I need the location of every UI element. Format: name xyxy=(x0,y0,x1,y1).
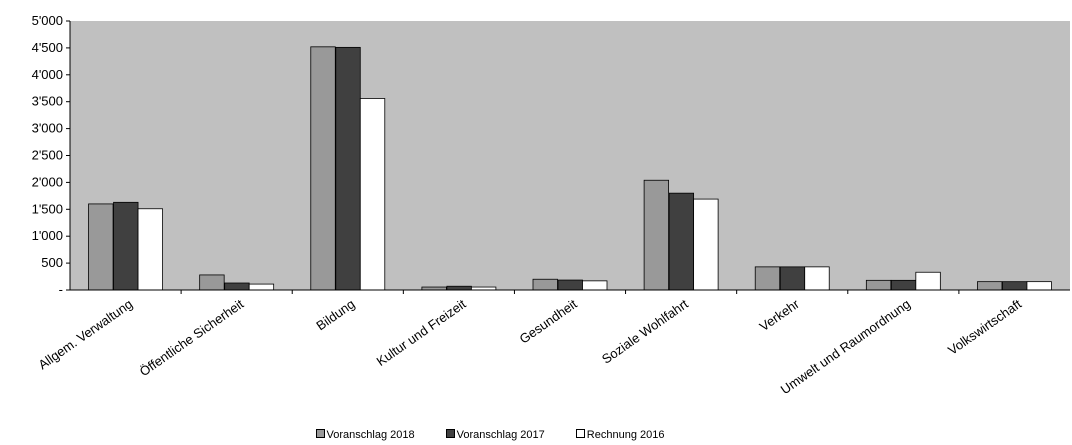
bar xyxy=(915,271,941,291)
y-tick-label: - xyxy=(59,282,63,297)
bar xyxy=(779,266,806,291)
legend-label: Voranschlag 2018 xyxy=(326,429,415,441)
x-tick-label: Allgem. Verwaltung xyxy=(36,296,136,372)
bars-group xyxy=(88,46,1052,291)
y-axis: - 500 1'000 1'500 2'000 2'500 3'000 3'500 4'000 4… xyxy=(32,13,71,297)
legend-item-voranschlag-2017: Voranschlag 2017 xyxy=(445,429,545,441)
x-tick-label: Verkehr xyxy=(757,296,803,334)
x-tick-label: Öffentliche Sicherheit xyxy=(137,296,247,379)
legend-item-rechnung-2016: Rechnung 2016 xyxy=(575,429,665,441)
bar xyxy=(88,203,114,291)
legend-label: Voranschlag 2017 xyxy=(456,429,545,441)
legend-swatch xyxy=(445,429,455,438)
bar xyxy=(310,46,336,291)
x-tick-label: Soziale Wohlfahrt xyxy=(599,296,691,367)
y-tick-label: 2'000 xyxy=(32,174,63,189)
bar xyxy=(137,208,163,291)
y-tick-label: 3'000 xyxy=(32,121,63,136)
bar xyxy=(890,279,917,291)
y-tick-label: 1'500 xyxy=(32,201,63,216)
y-tick-label: 4'000 xyxy=(32,67,63,82)
bar xyxy=(224,282,250,291)
x-tick-label: Kultur und Freizeit xyxy=(374,296,469,369)
legend-label: Rechnung 2016 xyxy=(586,429,665,441)
legend-swatch xyxy=(315,429,325,438)
y-tick-label: 3'500 xyxy=(32,94,63,109)
bar xyxy=(1002,281,1028,291)
bar xyxy=(804,266,830,291)
y-tick-label: 4'500 xyxy=(32,40,63,55)
x-tick-label: Gesundheit xyxy=(517,296,580,347)
x-tick-label: Bildung xyxy=(313,296,357,333)
legend: Voranschlag 2018 Voranschlag 2017 Rechnu… xyxy=(0,429,980,441)
bar xyxy=(693,198,719,291)
y-tick-label: 5'000 xyxy=(32,13,63,28)
legend-swatch xyxy=(575,429,585,438)
bar xyxy=(865,279,892,291)
x-tick-label: Umwelt und Raumordnung xyxy=(778,296,913,397)
bar xyxy=(446,285,472,291)
bar xyxy=(248,283,275,291)
bar xyxy=(668,192,695,291)
bar xyxy=(532,278,558,291)
bar xyxy=(199,274,225,291)
y-tick-label: 2'500 xyxy=(32,148,63,163)
plot-area xyxy=(70,21,1070,290)
bar xyxy=(977,281,1003,291)
legend-item-voranschlag-2018: Voranschlag 2018 xyxy=(315,429,415,441)
x-axis: Allgem. Verwaltung Öffentliche Sicherheit… xyxy=(36,289,1070,397)
bar xyxy=(557,279,583,291)
bar xyxy=(643,179,670,291)
bar xyxy=(1026,281,1052,291)
bar xyxy=(754,266,781,291)
bar xyxy=(582,280,608,291)
bar xyxy=(335,46,361,291)
bar xyxy=(113,201,139,291)
y-tick-label: 500 xyxy=(41,255,63,270)
bar xyxy=(359,98,386,291)
x-tick-label: Volkswirtschaft xyxy=(945,296,1024,358)
y-tick-label: 1'000 xyxy=(32,228,63,243)
